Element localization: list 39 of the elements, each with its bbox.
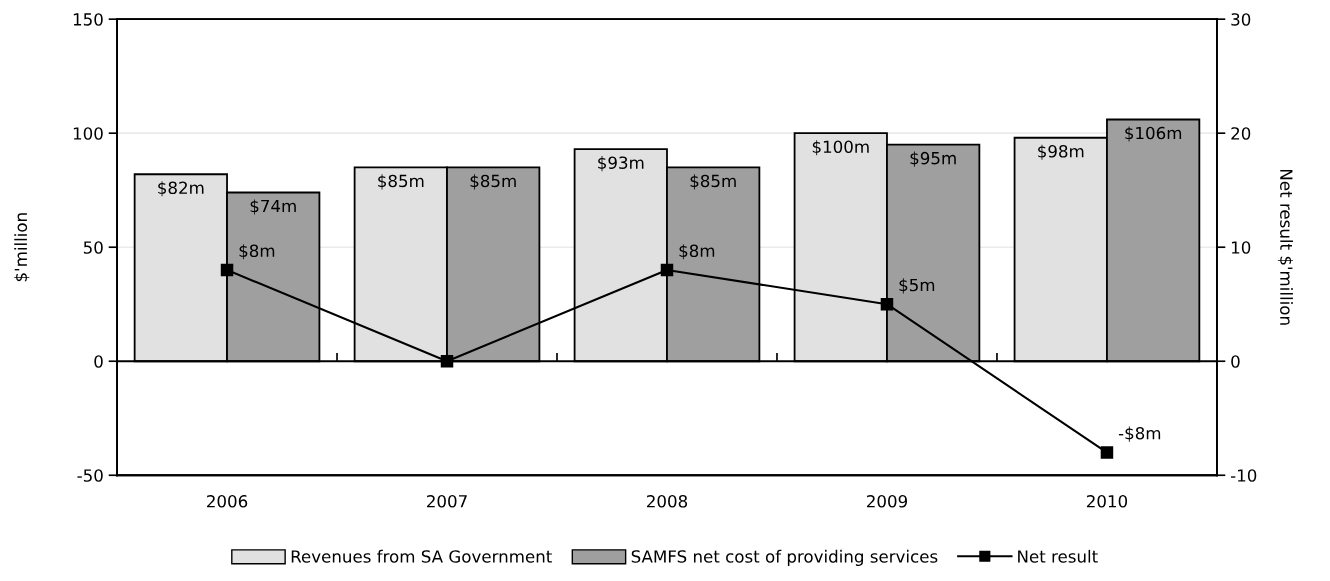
data-label: $82m [158, 181, 204, 197]
data-label: $93m [598, 156, 644, 172]
legend-label: Net result [1018, 549, 1098, 563]
legend-label: Revenues from SA Government [291, 549, 552, 563]
x-tick-label: 2007 [427, 495, 467, 508]
data-label: $106m [1125, 126, 1182, 142]
point [220, 263, 234, 277]
legend-label: SAMFS net cost of providing services [631, 549, 938, 566]
y2-tick-label: 20 [1231, 127, 1251, 140]
y2-tick-label: 0 [1231, 355, 1240, 368]
y-tick-label: 50 [83, 241, 103, 254]
point [440, 354, 454, 368]
y-tick-label: 0 [94, 355, 103, 368]
x-tick-label: 2009 [866, 495, 908, 508]
y2-axis-title: Net result $'million [1277, 170, 1293, 325]
y2-tick-label: 30 [1231, 13, 1251, 26]
point [660, 263, 674, 277]
y-axis-title: $'million [14, 213, 30, 282]
point [880, 297, 894, 311]
data-label: $8m [239, 244, 275, 260]
y2-tick-label: -10 [1230, 469, 1257, 482]
x-tick-label: 2010 [1086, 495, 1128, 508]
data-label: $8m [679, 244, 715, 260]
point [1100, 446, 1114, 459]
y-tick-label: -50 [77, 469, 103, 482]
data-label: $85m [378, 174, 424, 190]
data-label: -$8m [1118, 426, 1161, 442]
data-label: $74m [250, 199, 296, 215]
data-label: $85m [470, 174, 516, 190]
data-label: $5m [899, 278, 935, 294]
y2-tick-label: 10 [1231, 241, 1251, 254]
data-label: $98m [1038, 144, 1084, 160]
data-label: $100m [812, 140, 869, 156]
data-label: $85m [690, 174, 736, 190]
data-label: $95m [910, 151, 956, 167]
x-tick-label: 2008 [647, 495, 688, 508]
x-tick-label: 2006 [207, 495, 248, 508]
y-tick-label: 150 [73, 13, 103, 26]
y-tick-label: 100 [73, 127, 103, 140]
